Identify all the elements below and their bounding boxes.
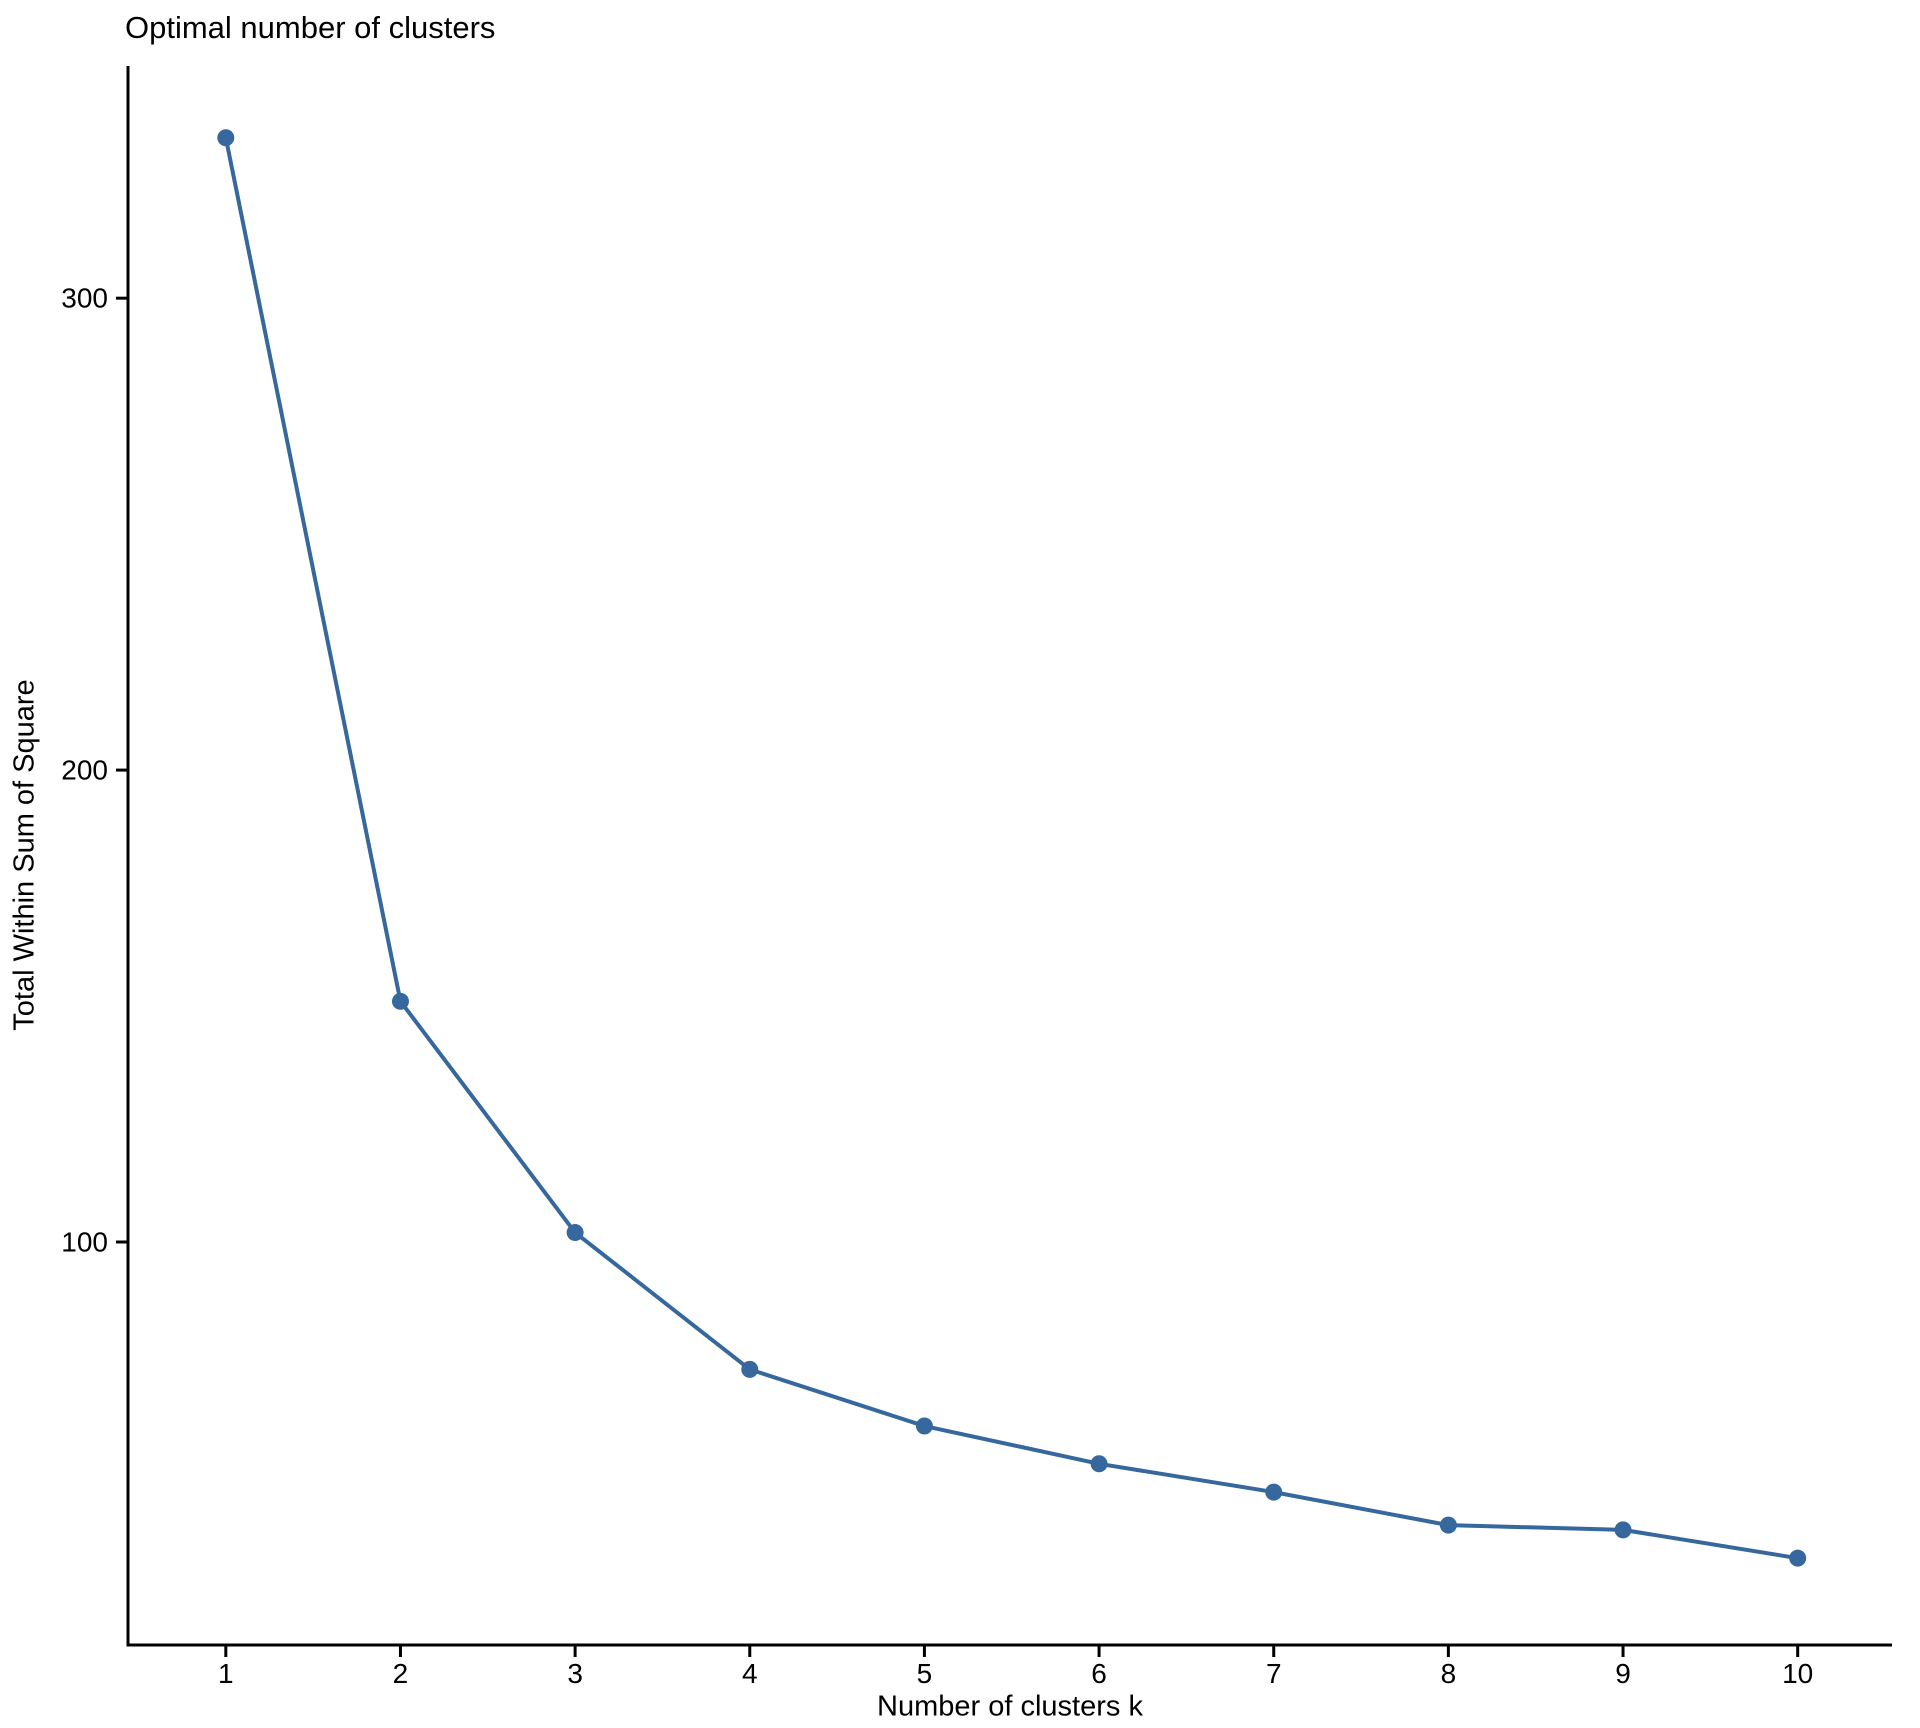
x-tick-label: 8 [1441,1658,1457,1689]
data-point [1789,1549,1807,1567]
x-tick-label: 3 [567,1658,583,1689]
data-line [223,135,1800,1561]
x-tick-label: 7 [1266,1658,1282,1689]
data-point [1614,1521,1632,1539]
data-point [1265,1483,1283,1501]
data-point [217,129,235,147]
data-point [1439,1516,1457,1534]
y-tick-label: 300 [61,283,108,314]
data-point [741,1360,759,1378]
data-point [915,1417,933,1435]
x-tick-label: 10 [1782,1658,1813,1689]
y-tick-label: 200 [61,755,108,786]
x-tick-label: 1 [218,1658,234,1689]
x-axis-label: Number of clusters k [877,1690,1143,1723]
chart-title: Optimal number of clusters [125,10,496,45]
data-point [566,1224,584,1242]
x-tick-label: 2 [393,1658,409,1689]
x-tick-label: 5 [917,1658,933,1689]
data-point [1090,1455,1108,1473]
data-point [391,992,409,1010]
x-tick-label: 6 [1091,1658,1107,1689]
y-tick-label: 100 [61,1226,108,1257]
x-tick-label: 4 [742,1658,758,1689]
x-tick-label: 9 [1615,1658,1631,1689]
y-axis-label: Total Within Sum of Square [8,679,41,1031]
